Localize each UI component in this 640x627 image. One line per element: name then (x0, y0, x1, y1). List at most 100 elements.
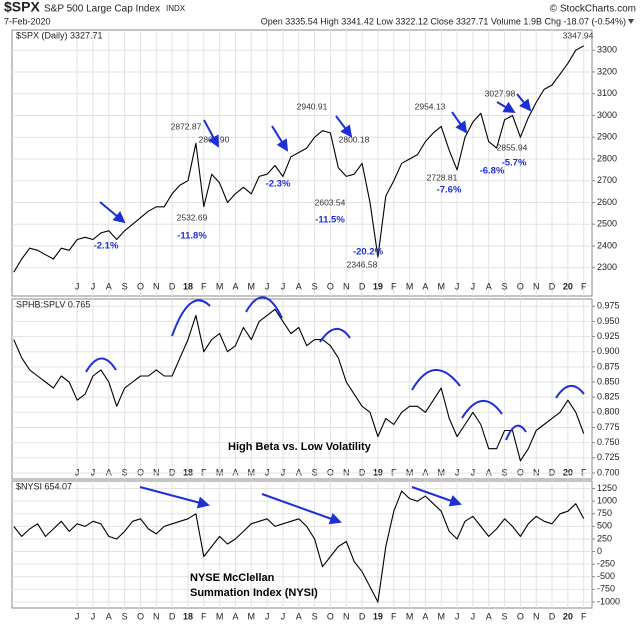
x-tick-label: S (312, 467, 318, 477)
x-tick-label: A (422, 281, 428, 291)
x-tick-label: D (359, 467, 366, 477)
x-tick-label: N (153, 467, 160, 477)
x-tick-label: S (122, 467, 128, 477)
arc (171, 299, 211, 337)
x-tick-label: J (471, 611, 476, 621)
exchange: INDX (166, 4, 186, 13)
arrow (335, 115, 353, 138)
x-tick-label: N (153, 281, 160, 291)
y-tick-label: 0.775 (597, 422, 620, 432)
x-tick-label: 20 (563, 281, 573, 291)
y-tick-label: 1250 (597, 483, 617, 493)
annotation: 2954.13 (415, 101, 446, 111)
x-tick-label: 20 (563, 611, 573, 621)
x-tick-label: S (502, 611, 508, 621)
x-tick-label: F (391, 611, 397, 621)
percent-label: -7.6% (437, 185, 462, 196)
annotation: 3027.98 (485, 88, 516, 98)
x-tick-label: N (343, 611, 350, 621)
index-name: S&P 500 Large Cap Index (44, 4, 160, 15)
x-tick-label: 19 (373, 611, 383, 621)
arc (411, 369, 461, 391)
x-tick-label: F (391, 281, 397, 291)
y-tick-label: 2400 (597, 240, 617, 250)
x-tick-label: J (281, 281, 286, 291)
x-tick-label: F (581, 467, 587, 477)
symbol: $SPX (4, 0, 40, 15)
percent-label: -20.2% (353, 247, 384, 258)
y-tick-label: 2300 (597, 262, 617, 272)
y-tick-label: -750 (597, 584, 615, 594)
x-tick-label: F (201, 611, 207, 621)
arrow (496, 101, 516, 114)
x-tick-label: O (517, 281, 524, 291)
y-tick-label: 0.950 (597, 316, 620, 326)
annotation: 2346.58 (347, 259, 378, 269)
x-tick-label: O (327, 281, 334, 291)
percent-label: -11.8% (177, 231, 207, 242)
y-tick-label: -500 (597, 571, 615, 581)
percent-label: -11.5% (315, 215, 345, 226)
price-line (13, 308, 585, 462)
x-tick-label: J (471, 467, 476, 477)
percent-label: -5.7% (502, 158, 527, 169)
x-tick-label: O (517, 467, 524, 477)
y-tick-label: 3100 (597, 88, 617, 98)
x-tick-label: M (248, 281, 256, 291)
x-tick-label: J (265, 281, 270, 291)
percent-label: -2.3% (266, 179, 291, 190)
x-tick-label: N (533, 281, 540, 291)
x-tick-label: J (75, 281, 80, 291)
x-tick-label: J (281, 611, 286, 621)
x-tick-label: D (359, 281, 366, 291)
x-tick-label: O (517, 611, 524, 621)
x-tick-label: M (437, 281, 445, 291)
x-tick-label: J (281, 467, 286, 477)
arrow (411, 486, 462, 507)
x-tick-label: D (169, 281, 176, 291)
x-tick-label: J (265, 611, 270, 621)
y-tick-label: 3200 (597, 66, 617, 76)
x-tick-label: J (91, 611, 96, 621)
panel-title: SPHB:SPLV 0.765 (16, 299, 90, 309)
percent-label: -2.1% (94, 241, 119, 252)
x-tick-label: 19 (373, 467, 383, 477)
price-line (13, 490, 585, 603)
x-tick-label: J (455, 611, 460, 621)
arc (461, 400, 503, 419)
annotation: 2872.87 (171, 121, 202, 131)
source: © StockCharts.com (550, 4, 636, 15)
y-tick-label: 2800 (597, 153, 617, 163)
y-tick-label: 0.900 (597, 346, 620, 356)
price-line (13, 45, 584, 273)
x-tick-label: 18 (183, 467, 193, 477)
arrow (139, 486, 210, 509)
x-tick-label: J (75, 467, 80, 477)
x-tick-label: D (169, 467, 176, 477)
y-tick-label: 0.800 (597, 407, 620, 417)
x-tick-label: 19 (373, 281, 383, 291)
annotation: 2940.91 (297, 101, 328, 111)
arrow (271, 125, 289, 152)
quote: Open 3335.54 High 3341.42 Low 3322.12 Cl… (261, 16, 626, 26)
annotation: 2728.81 (427, 172, 458, 182)
x-tick-label: S (502, 281, 508, 291)
y-tick-label: 3300 (597, 45, 617, 55)
annotation: 2800.18 (339, 134, 370, 144)
y-tick-label: 3000 (597, 110, 617, 120)
arrow (261, 493, 342, 525)
x-tick-label: S (122, 281, 128, 291)
arc (245, 296, 283, 319)
x-tick-label: A (106, 611, 112, 621)
x-tick-label: F (201, 281, 207, 291)
x-tick-label: J (455, 467, 460, 477)
x-tick-label: A (232, 611, 238, 621)
arrow (516, 93, 532, 112)
y-tick-label: 0.875 (597, 361, 620, 371)
y-tick-label: 750 (597, 508, 612, 518)
x-tick-label: M (216, 281, 224, 291)
x-tick-label: F (201, 467, 207, 477)
y-tick-label: 1000 (597, 496, 617, 506)
x-tick-label: M (216, 611, 224, 621)
